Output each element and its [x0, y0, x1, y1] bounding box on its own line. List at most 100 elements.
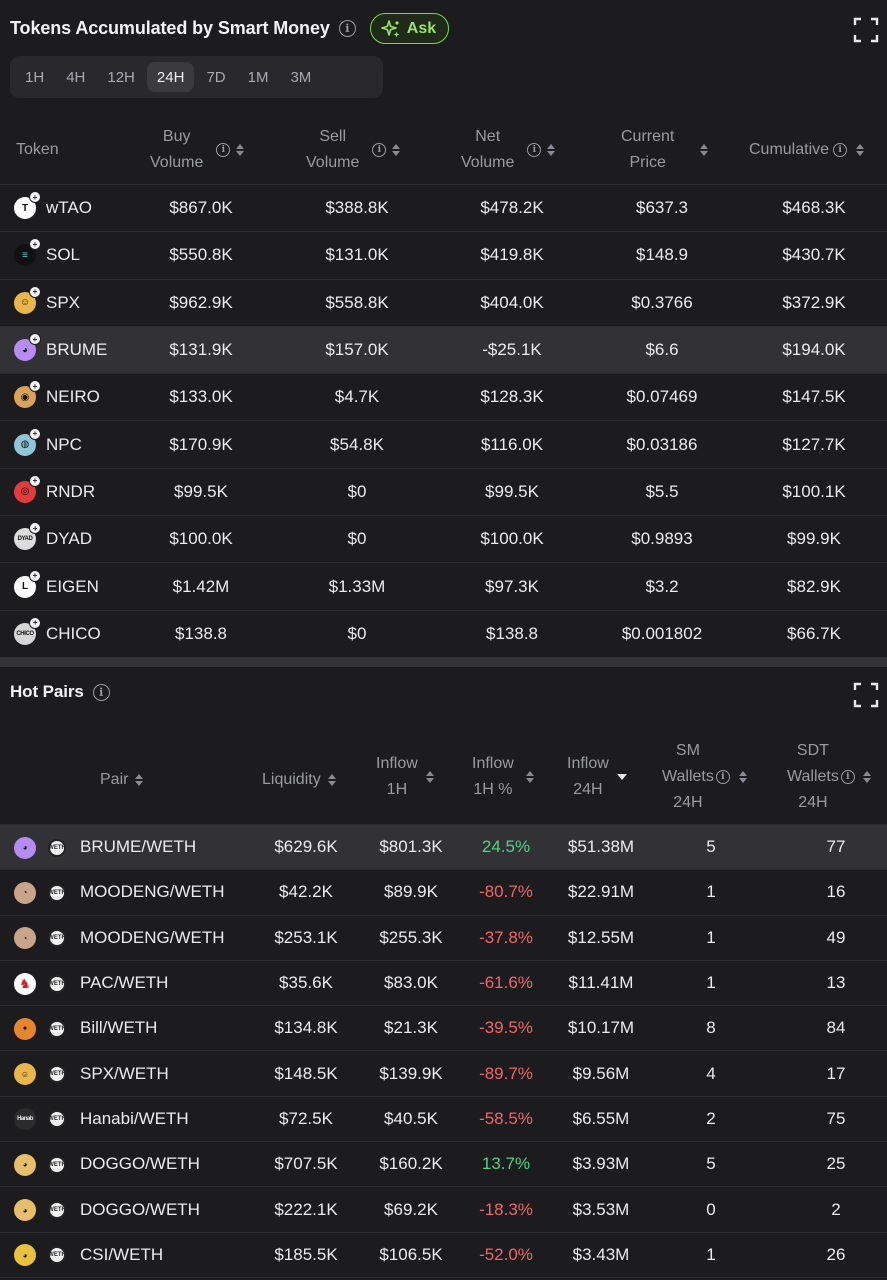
col-inflow-24h[interactable]: Inflow 24H [567, 751, 627, 803]
pair-name[interactable]: BRUME/WETH [80, 837, 197, 857]
sort-icon[interactable] [392, 144, 401, 156]
info-icon[interactable]: i [92, 683, 110, 701]
col-sm-wallets[interactable]: SM Wallets 24H i [662, 738, 747, 816]
expand-icon[interactable] [853, 17, 879, 43]
pair-name[interactable]: DOGGO/WETH [80, 1154, 200, 1174]
sell-volume-cell: $0 [347, 623, 367, 643]
col-sdt-wallets[interactable]: SDT Wallets 24H i [787, 738, 871, 816]
timeframe-12h[interactable]: 12H [107, 68, 135, 86]
token-cell[interactable]: ◍ + NPC [14, 422, 82, 468]
table-row[interactable]: ☺ + SPX $962.9K $558.8K $404.0K $0.3766 $372.9K [0, 280, 887, 327]
table-row[interactable]: L + EIGEN $1.42M $1.33M $97.3K $3.2 $82.9K [0, 563, 887, 611]
inflow-1h-pct-cell: -89.7% [479, 1063, 533, 1083]
token-cell[interactable]: ◉ + NEIRO [14, 374, 100, 420]
table-row[interactable]: ≡ + SOL $550.8K $131.0K $419.8K $148.9 $430.7K [0, 232, 887, 280]
table-row[interactable]: ◕ WETH BRUME/WETH $629.6K $801.3K 24.5% $51.38… [0, 825, 887, 871]
col-sell-volume[interactable]: Sell Volume i [306, 124, 401, 176]
table-row[interactable]: ◕ WETH DOGGO/WETH $707.5K $160.2K 13.7% $3.93M… [0, 1142, 887, 1188]
token-cell[interactable]: ≡ + SOL [14, 232, 80, 278]
table-row[interactable]: ◕ + BRUME $131.9K $157.0K -$25.1K $6.6 $194.0K [0, 326, 887, 375]
pair-name[interactable]: CSI/WETH [80, 1244, 164, 1264]
sort-icon[interactable] [547, 144, 556, 156]
sort-icon[interactable] [700, 144, 709, 156]
pair-name[interactable]: PAC/WETH [80, 973, 169, 993]
info-icon[interactable]: i [216, 143, 231, 157]
token-cell[interactable]: CHICO + CHICO [14, 611, 101, 657]
buy-volume-cell: $962.9K [169, 292, 233, 312]
spx-icon: ☺ + [14, 285, 41, 314]
inflow-1h-pct-cell: -52.0% [479, 1244, 533, 1264]
inflow-24h-cell: $6.55M [572, 1108, 630, 1128]
timeframe-24h[interactable]: 24H [146, 62, 195, 92]
col-cumulative[interactable]: Cumulative i [749, 116, 865, 184]
table-row[interactable]: ☺ WETH SPX/WETH $148.5K $139.9K -89.7% $9.56M 4… [0, 1052, 887, 1097]
sort-icon[interactable] [327, 773, 336, 786]
sort-icon[interactable] [856, 144, 865, 156]
col-inflow-1h-pct[interactable]: Inflow 1H % [472, 751, 534, 803]
pair-name[interactable]: SPX/WETH [80, 1063, 169, 1083]
table-row[interactable]: ♞ WETH PAC/WETH $35.6K $83.0K -61.6% $11.41M 1 1… [0, 961, 887, 1007]
table-row[interactable]: ◕ WETH DOGGO/WETH $222.1K $69.2K -18.3% $3.53M… [0, 1187, 887, 1233]
table-row[interactable]: ◕ WETH CSI/WETH $185.5K $106.5K -52.0% $3.43M 1… [0, 1233, 887, 1278]
cumulative-cell: $100.1K [782, 481, 846, 501]
table-row[interactable]: Hanab WETH Hanabi/WETH $72.5K $40.5K -58.5% $6… [0, 1097, 887, 1143]
col-buy-volume[interactable]: Buy Volume i [150, 124, 245, 176]
timeframe-1h[interactable]: 1H [25, 68, 45, 86]
timeframe-3m[interactable]: 3M [290, 68, 312, 86]
sort-icon[interactable] [525, 771, 534, 783]
sell-volume-cell: $4.7K [334, 387, 380, 407]
table-row[interactable]: ◔ WETH MOODENG/WETH $253.1K $255.3K -37.8% $12… [0, 916, 887, 961]
sort-icon[interactable] [425, 771, 434, 783]
timeframe-1m[interactable]: 1M [247, 68, 269, 86]
table-row[interactable]: ◎ + RNDR $99.5K $0 $99.5K $5.5 $100.1K [0, 469, 887, 517]
token-cell[interactable]: ◕ + BRUME [14, 327, 107, 373]
token-cell[interactable]: DYAD + DYAD [14, 516, 92, 562]
info-icon[interactable]: i [338, 20, 356, 37]
expand-icon[interactable] [853, 682, 879, 708]
pair-name[interactable]: MOODENG/WETH [80, 927, 225, 947]
sort-icon[interactable] [738, 771, 747, 783]
sort-icon[interactable] [862, 771, 871, 783]
col-inflow-1h[interactable]: Inflow 1H [376, 751, 434, 803]
info-icon[interactable]: i [372, 143, 387, 157]
sort-icon[interactable] [236, 144, 245, 156]
npc-icon: ◍ + [14, 427, 41, 456]
pair-name[interactable]: MOODENG/WETH [80, 882, 225, 902]
table-row[interactable]: CHICO + CHICO $138.8 $0 $138.8 $0.001802 $66.7K [0, 611, 887, 658]
info-icon[interactable]: i [715, 770, 730, 784]
table-row[interactable]: ✦ WETH Bill/WETH $134.8K $21.3K -39.5% $10.17M… [0, 1006, 887, 1052]
doggo-icon: ◕ [14, 1153, 36, 1176]
token-cell[interactable]: ◎ + RNDR [14, 469, 95, 515]
col-net-volume[interactable]: Net Volume i [461, 124, 556, 176]
info-icon[interactable]: i [527, 143, 542, 157]
buy-volume-cell: $133.0K [169, 387, 233, 407]
table-row[interactable]: ◔ WETH MOODENG/WETH $42.2K $89.9K -80.7% $22.9… [0, 870, 887, 916]
inflow-24h-cell: $3.93M [572, 1154, 630, 1174]
pair-name[interactable]: Hanabi/WETH [80, 1108, 189, 1128]
token-cell[interactable]: L + EIGEN [14, 563, 99, 609]
info-icon[interactable]: i [833, 143, 848, 157]
sort-desc-icon[interactable] [616, 774, 627, 780]
token-cell[interactable]: T + wTAO [14, 185, 92, 231]
info-icon[interactable]: i [840, 770, 855, 784]
col-current-price[interactable]: Current Price [621, 124, 709, 176]
token-symbol: RNDR [46, 481, 96, 501]
pair-name[interactable]: DOGGO/WETH [80, 1199, 200, 1219]
timeframe-4h[interactable]: 4H [66, 68, 86, 86]
token-cell[interactable]: ☺ + SPX [14, 280, 80, 326]
token-symbol: BRUME [46, 340, 108, 360]
col-token[interactable]: Token [16, 141, 59, 158]
pair-name[interactable]: Bill/WETH [80, 1018, 158, 1038]
sdt-wallets-cell: 2 [831, 1199, 841, 1219]
table-row[interactable]: DYAD + DYAD $100.0K $0 $100.0K $0.9893 $99.9K [0, 516, 887, 564]
table-row[interactable]: ◍ + NPC $170.9K $54.8K $116.0K $0.03186 $127.7K [0, 422, 887, 469]
timeframe-7d[interactable]: 7D [206, 68, 226, 86]
ask-button[interactable]: Ask [369, 13, 450, 44]
table-row[interactable]: T + wTAO $867.0K $388.8K $478.2K $637.3 $468.3K [0, 185, 887, 233]
col-liquidity[interactable]: Liquidity [262, 735, 336, 824]
net-volume-cell: $138.8 [486, 623, 538, 643]
col-pair[interactable]: Pair [100, 735, 144, 824]
table-row[interactable]: ◉ + NEIRO $133.0K $4.7K $128.3K $0.07469 $147.5… [0, 374, 887, 422]
sort-icon[interactable] [135, 773, 144, 786]
chico-icon: CHICO + [14, 616, 41, 645]
